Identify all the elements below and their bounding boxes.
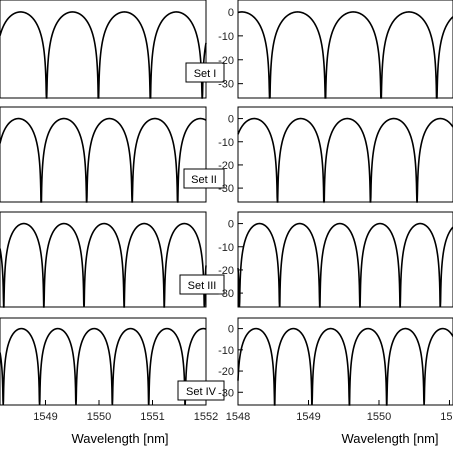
spectrum-line-left-3 [0, 222, 207, 308]
spectrum-line-right-1 [237, 11, 453, 99]
panel-right: 0 -10 -20 -30 0 -10 -20 -30 0 -10 -20 -30 0 -10 -20 -30… [218, 0, 453, 446]
plot-frame-left-2 [0, 106, 207, 203]
x-tick-label: 155 [440, 411, 453, 423]
set-label-box [185, 62, 225, 83]
x-axis-title: Wavelength [nm] [71, 431, 168, 446]
plot-frame-left-4 [0, 317, 207, 406]
x-tick-label: 1550 [367, 411, 391, 423]
x-tick-label: 1548 [226, 411, 250, 423]
y-tick-label: -30 [218, 79, 234, 91]
y-tick-label: -30 [218, 183, 234, 195]
plot-frame-left-3 [0, 211, 207, 308]
y-tick-label: -30 [218, 387, 234, 399]
y-tick-label: -10 [218, 242, 234, 254]
set-label: Set II [191, 174, 217, 186]
plot-frame-left-1 [0, 0, 207, 99]
x-axis-title: Wavelength [nm] [341, 431, 438, 446]
plot-frame-right-1 [237, 0, 453, 99]
set-label: Set IV [186, 386, 217, 398]
set-label-box [179, 274, 225, 295]
x-tick-label: 1549 [296, 411, 320, 423]
y-tick-label: -20 [218, 55, 234, 67]
set-label-box [177, 380, 225, 401]
spectrum-line-left-4 [0, 327, 207, 406]
spectrum-line-right-2 [237, 117, 453, 204]
x-tick-label: 1551 [140, 411, 164, 423]
y-tick-label: -10 [218, 137, 234, 149]
plot-frame-right-3 [237, 211, 453, 308]
plot-frame-right-4 [237, 317, 453, 406]
panel-left: Set I Set II Set III Set IV 1549 1550 1551 1552… [0, 0, 225, 446]
spectrum-line-right-4 [237, 327, 453, 406]
y-tick-label: 0 [228, 324, 234, 336]
y-tick-label: -20 [218, 366, 234, 378]
x-tick-label: 1552 [194, 411, 218, 423]
plot-frame-right-2 [237, 106, 453, 203]
y-tick-label: -20 [218, 265, 234, 277]
set-label-box [183, 168, 225, 189]
y-tick-label: -20 [218, 160, 234, 172]
set-label: Set III [188, 280, 217, 292]
y-tick-label: 0 [228, 219, 234, 231]
y-tick-label: -10 [218, 31, 234, 43]
y-tick-label: 0 [228, 114, 234, 126]
y-tick-label: -30 [218, 288, 234, 300]
y-tick-label: -10 [218, 345, 234, 357]
x-tick-label: 1549 [33, 411, 57, 423]
spectrum-line-left-1 [0, 11, 207, 99]
x-tick-label: 1550 [87, 411, 111, 423]
set-label: Set I [194, 68, 217, 80]
spectrum-line-left-2 [0, 117, 207, 203]
y-tick-label: 0 [228, 7, 234, 19]
spectrum-line-right-3 [237, 222, 453, 308]
